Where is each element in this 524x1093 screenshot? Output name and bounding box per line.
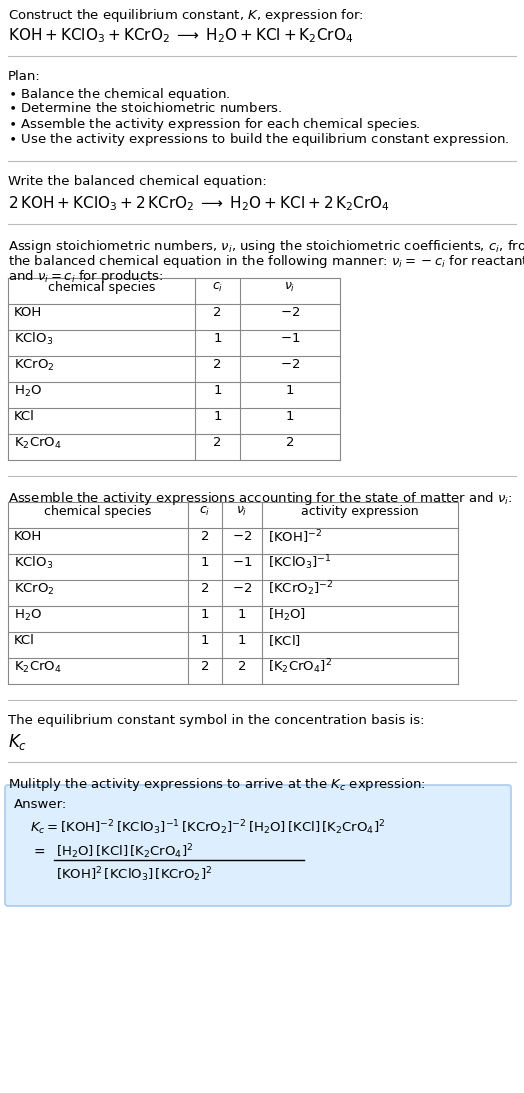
Text: $\mathrm{K_2CrO_4}$: $\mathrm{K_2CrO_4}$ [14, 435, 62, 450]
Text: chemical species: chemical species [45, 505, 151, 517]
Text: 2: 2 [213, 359, 222, 372]
Text: $[\mathrm{KOH}]^2\,[\mathrm{KClO_3}]\,[\mathrm{KCrO_2}]^2$: $[\mathrm{KOH}]^2\,[\mathrm{KClO_3}]\,[\… [56, 865, 212, 884]
Text: Construct the equilibrium constant, $K$, expression for:: Construct the equilibrium constant, $K$,… [8, 7, 364, 24]
Text: KOH: KOH [14, 306, 42, 319]
Text: the balanced chemical equation in the following manner: $\nu_i = -c_i$ for react: the balanced chemical equation in the fo… [8, 252, 524, 270]
Text: $[\mathrm{H_2O}]\,[\mathrm{KCl}]\,[\mathrm{K_2CrO_4}]^2$: $[\mathrm{H_2O}]\,[\mathrm{KCl}]\,[\math… [56, 842, 193, 860]
Text: KOH: KOH [14, 530, 42, 543]
Text: 1: 1 [201, 635, 209, 647]
Text: $\bullet$ Determine the stoichiometric numbers.: $\bullet$ Determine the stoichiometric n… [8, 101, 282, 115]
Text: and $\nu_i = c_i$ for products:: and $\nu_i = c_i$ for products: [8, 268, 163, 285]
Text: KCl: KCl [14, 411, 35, 423]
Text: $\mathrm{KClO_3}$: $\mathrm{KClO_3}$ [14, 555, 53, 571]
Text: 2: 2 [238, 660, 246, 673]
Text: Plan:: Plan: [8, 70, 41, 83]
FancyBboxPatch shape [5, 785, 511, 906]
Text: $[\mathrm{K_2CrO_4}]^2$: $[\mathrm{K_2CrO_4}]^2$ [268, 658, 332, 677]
Text: $\mathrm{KCrO_2}$: $\mathrm{KCrO_2}$ [14, 581, 55, 597]
Text: 2: 2 [201, 583, 209, 596]
Text: $K_c$: $K_c$ [8, 732, 27, 752]
Text: $c_i$: $c_i$ [212, 281, 223, 294]
Text: 2: 2 [286, 436, 294, 449]
Text: $\mathrm{KCrO_2}$: $\mathrm{KCrO_2}$ [14, 357, 55, 373]
Text: $[\mathrm{KOH}]^{-2}$: $[\mathrm{KOH}]^{-2}$ [268, 528, 322, 545]
Text: 1: 1 [201, 556, 209, 569]
Text: $\bullet$ Use the activity expressions to build the equilibrium constant express: $\bullet$ Use the activity expressions t… [8, 131, 509, 148]
Text: 1: 1 [213, 385, 222, 398]
Text: $\mathrm{H_2O}$: $\mathrm{H_2O}$ [14, 384, 42, 399]
Text: $=$: $=$ [30, 844, 46, 858]
Text: The equilibrium constant symbol in the concentration basis is:: The equilibrium constant symbol in the c… [8, 714, 424, 727]
Text: $-2$: $-2$ [280, 359, 300, 372]
Text: $-2$: $-2$ [280, 306, 300, 319]
Text: $[\mathrm{KCrO_2}]^{-2}$: $[\mathrm{KCrO_2}]^{-2}$ [268, 579, 333, 598]
Text: Answer:: Answer: [14, 798, 67, 811]
Text: 1: 1 [238, 609, 246, 622]
Text: chemical species: chemical species [48, 281, 155, 294]
Text: KCl: KCl [14, 635, 35, 647]
Text: 2: 2 [213, 436, 222, 449]
Text: $\mathrm{KClO_3}$: $\mathrm{KClO_3}$ [14, 331, 53, 348]
Text: Mulitply the activity expressions to arrive at the $K_c$ expression:: Mulitply the activity expressions to arr… [8, 776, 426, 794]
Text: activity expression: activity expression [301, 505, 419, 517]
Text: 1: 1 [213, 332, 222, 345]
Text: $K_c = [\mathrm{KOH}]^{-2}\,[\mathrm{KClO_3}]^{-1}\,[\mathrm{KCrO_2}]^{-2}\,[\ma: $K_c = [\mathrm{KOH}]^{-2}\,[\mathrm{KCl… [30, 818, 385, 837]
Text: Write the balanced chemical equation:: Write the balanced chemical equation: [8, 175, 267, 188]
Text: $\mathrm{KOH + KClO_3 + KCrO_2 \;\longrightarrow\; H_2O + KCl + K_2CrO_4}$: $\mathrm{KOH + KClO_3 + KCrO_2 \;\longri… [8, 26, 353, 45]
Text: $\mathrm{2\,KOH + KClO_3 + 2\,KCrO_2 \;\longrightarrow\; H_2O + KCl + 2\,K_2CrO_: $\mathrm{2\,KOH + KClO_3 + 2\,KCrO_2 \;\… [8, 193, 390, 213]
Text: $\mathrm{K_2CrO_4}$: $\mathrm{K_2CrO_4}$ [14, 659, 62, 674]
Text: $\bullet$ Assemble the activity expression for each chemical species.: $\bullet$ Assemble the activity expressi… [8, 116, 421, 133]
Text: 1: 1 [238, 635, 246, 647]
Text: Assign stoichiometric numbers, $\nu_i$, using the stoichiometric coefficients, $: Assign stoichiometric numbers, $\nu_i$, … [8, 238, 524, 255]
Text: $\nu_i$: $\nu_i$ [236, 505, 248, 518]
Text: $\bullet$ Balance the chemical equation.: $\bullet$ Balance the chemical equation. [8, 86, 231, 103]
Text: $\mathrm{H_2O}$: $\mathrm{H_2O}$ [14, 608, 42, 623]
Text: 2: 2 [201, 530, 209, 543]
Text: 1: 1 [213, 411, 222, 423]
Text: $[\mathrm{KClO_3}]^{-1}$: $[\mathrm{KClO_3}]^{-1}$ [268, 554, 332, 573]
Text: 1: 1 [286, 411, 294, 423]
Text: 2: 2 [213, 306, 222, 319]
Text: $[\mathrm{KCl}]$: $[\mathrm{KCl}]$ [268, 634, 301, 648]
Text: 2: 2 [201, 660, 209, 673]
Text: $-2$: $-2$ [232, 530, 252, 543]
Text: Assemble the activity expressions accounting for the state of matter and $\nu_i$: Assemble the activity expressions accoun… [8, 490, 512, 507]
Text: $-2$: $-2$ [232, 583, 252, 596]
Text: $\nu_i$: $\nu_i$ [285, 281, 296, 294]
Text: 1: 1 [201, 609, 209, 622]
Text: $[\mathrm{H_2O}]$: $[\mathrm{H_2O}]$ [268, 607, 306, 623]
Text: $c_i$: $c_i$ [199, 505, 211, 518]
Text: $-1$: $-1$ [280, 332, 300, 345]
Text: $-1$: $-1$ [232, 556, 252, 569]
Text: 1: 1 [286, 385, 294, 398]
